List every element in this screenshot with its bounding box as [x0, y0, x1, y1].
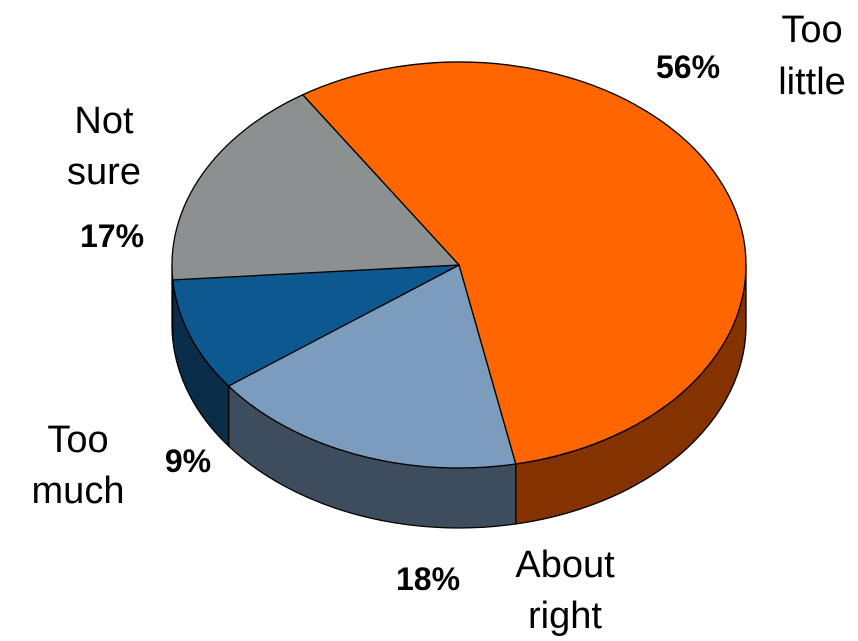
slice-category-label: Too — [781, 9, 842, 51]
pie-labels-layer: Too little 56% About right 18% Too much 9% Not sur… — [32, 9, 846, 637]
slice-value-label: 9% — [165, 443, 211, 479]
pie-top-layer — [171, 61, 747, 469]
slice-category-label: sure — [67, 151, 141, 193]
slice-value-label: 56% — [656, 49, 720, 85]
pie-slice — [171, 93, 461, 281]
slice-category-label: little — [778, 61, 846, 103]
slice-category-label: About — [515, 544, 615, 586]
slice-category-label: much — [32, 470, 125, 512]
slice-value-label: 18% — [396, 561, 460, 597]
pie-slice — [227, 264, 517, 469]
slice-category-label: Not — [74, 100, 134, 142]
pie-slice — [301, 61, 747, 465]
slice-category-label: right — [528, 595, 602, 637]
slice-value-label: 17% — [80, 218, 144, 254]
pie-slice — [172, 264, 460, 387]
slice-category-label: Too — [47, 419, 108, 461]
